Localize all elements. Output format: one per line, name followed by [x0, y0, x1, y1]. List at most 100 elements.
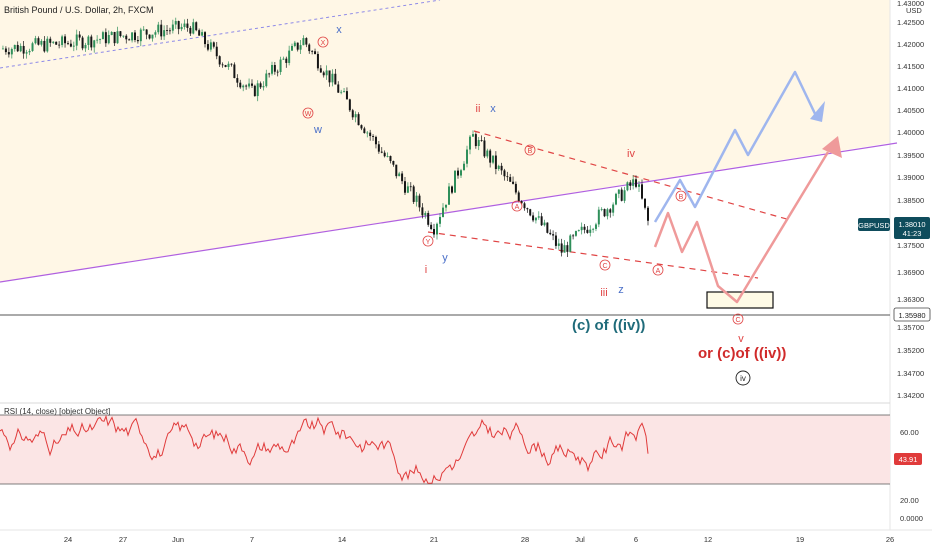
- candle-body: [600, 209, 603, 210]
- candle-body: [369, 132, 372, 137]
- time-tick-label: Jul: [575, 535, 585, 544]
- candle-body: [523, 203, 526, 209]
- candle-body: [104, 32, 107, 44]
- candle-body: [415, 195, 418, 202]
- price-tick-label: 1.34700: [897, 369, 924, 378]
- candle-body: [174, 21, 177, 25]
- candle-body: [198, 30, 201, 36]
- candle-body: [577, 230, 580, 232]
- rsi-line: [0, 414, 649, 484]
- candle-body: [201, 32, 204, 36]
- candle-body: [259, 83, 262, 88]
- candle-body: [497, 165, 500, 170]
- wave-label-w: w: [313, 124, 322, 136]
- candle-body: [614, 193, 617, 205]
- candle-body: [340, 91, 343, 93]
- candle-body: [299, 45, 302, 50]
- candle-body: [122, 35, 125, 37]
- candle-body: [345, 91, 348, 100]
- candle-body: [360, 125, 363, 129]
- candle-body: [609, 209, 612, 213]
- candle-body: [398, 173, 401, 177]
- candle-body: [439, 216, 441, 224]
- candle-body: [466, 149, 468, 164]
- candle-body: [43, 40, 46, 52]
- price-tick-label: 1.42000: [897, 40, 924, 49]
- candle-body: [334, 73, 337, 85]
- candle-body: [273, 64, 276, 72]
- candle-body: [268, 73, 271, 75]
- candle-body: [537, 216, 540, 218]
- candle-body: [572, 235, 575, 237]
- circled-label-Y: Y: [422, 235, 434, 247]
- candle-body: [506, 176, 509, 178]
- circled-label-X: X: [317, 36, 329, 48]
- candle-body: [351, 110, 354, 118]
- candle-body: [28, 50, 31, 53]
- candle-body: [215, 46, 218, 57]
- candle-body: [133, 32, 136, 41]
- last-price-tag[interactable]: 1.38010 41:23: [894, 217, 930, 239]
- candle-body: [603, 209, 606, 217]
- candle-body: [276, 71, 279, 73]
- candle-body: [629, 182, 632, 186]
- candle-body: [509, 177, 512, 182]
- candle-body: [418, 195, 421, 208]
- candle-body: [442, 207, 444, 217]
- candle-body: [494, 155, 497, 170]
- candle-body: [145, 29, 148, 35]
- candle-body: [526, 208, 529, 210]
- candle-body: [597, 209, 600, 225]
- candle-body: [93, 40, 96, 48]
- candle-body: [183, 23, 186, 27]
- candle-body: [22, 45, 25, 54]
- candle-body: [69, 43, 72, 47]
- candle-body: [392, 160, 395, 165]
- support-trend-line: [0, 142, 898, 283]
- price-tick-label: 1.35700: [897, 323, 924, 332]
- candle-body: [49, 38, 52, 43]
- circled-label-C-mid: C: [599, 259, 611, 271]
- candle-body: [626, 182, 629, 191]
- candle-body: [319, 68, 322, 73]
- svg-text:W: W: [305, 111, 312, 118]
- candle-body: [357, 114, 360, 126]
- circled-label-A-mid: A: [511, 200, 523, 212]
- candle-body: [374, 136, 377, 145]
- candle-body: [119, 31, 122, 37]
- candle-body: [46, 38, 49, 52]
- candle-body: [262, 86, 265, 88]
- candle-body: [136, 40, 139, 42]
- candle-body: [131, 32, 134, 41]
- candle-body: [7, 52, 10, 55]
- candle-body: [279, 59, 282, 73]
- wave-label-v: v: [738, 333, 744, 345]
- candle-body: [154, 32, 157, 35]
- candle-body: [25, 52, 28, 54]
- candle-body: [4, 48, 7, 53]
- time-tick-label: 19: [796, 535, 804, 544]
- circled-label-B-right: B: [675, 190, 687, 202]
- candle-body: [248, 83, 251, 87]
- candle-body: [409, 186, 412, 188]
- price-tick-label: 1.42500: [897, 18, 924, 27]
- circled-label-iv-black: iv: [735, 370, 751, 386]
- candle-body: [302, 38, 305, 46]
- candle-body: [644, 198, 646, 208]
- price-axis-ticks: 1.43000 1.42500 1.42000 1.41500 1.41000 1.405…: [897, 0, 924, 400]
- circled-label-B-mid: B: [524, 144, 536, 156]
- candle-body: [589, 229, 592, 233]
- candle-body: [224, 65, 227, 67]
- candle-body: [532, 215, 535, 221]
- svg-text:A: A: [515, 204, 520, 211]
- candle-body: [34, 38, 37, 44]
- candle-body: [171, 24, 174, 31]
- candle-body: [325, 70, 328, 76]
- candle-body: [291, 45, 293, 51]
- candle-body: [563, 245, 566, 253]
- candle-body: [314, 51, 317, 54]
- candle-body: [377, 144, 380, 152]
- candle-body: [151, 34, 154, 39]
- candle-body: [192, 22, 195, 34]
